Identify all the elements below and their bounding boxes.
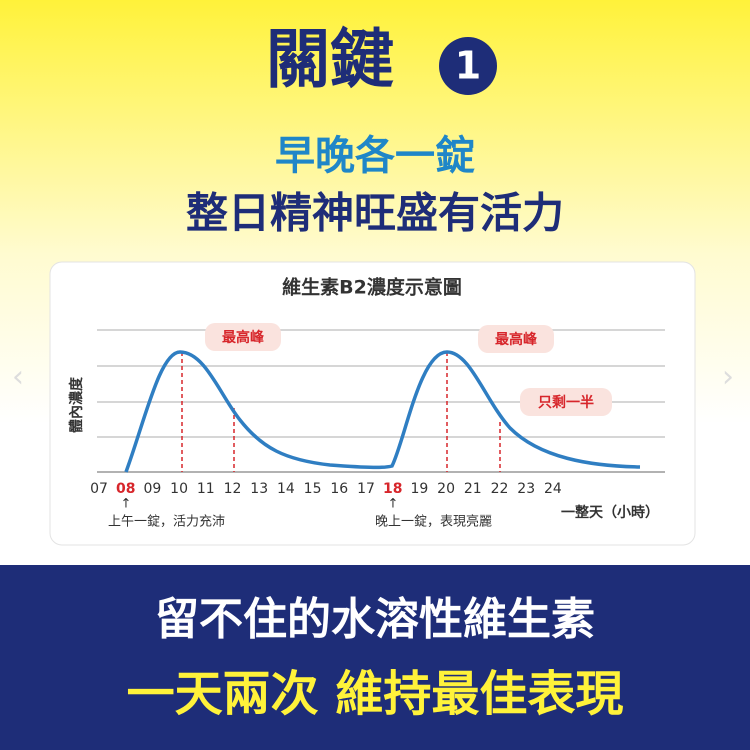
subtitle: 早晚各一錠 [275, 133, 475, 179]
arrow: ↑ [121, 497, 132, 512]
x-label: 16 [330, 481, 348, 497]
x-label: 22 [491, 481, 509, 497]
badge: 1 [455, 44, 481, 88]
callout-box [205, 323, 281, 351]
x-label: 12 [224, 481, 242, 497]
tagline: 整日精神旺盛有活力 [186, 189, 564, 238]
badge-circle [439, 37, 497, 95]
next-arrow[interactable]: › [722, 360, 734, 395]
x-label: 09 [143, 481, 161, 497]
callout: 最高峰 [495, 331, 538, 348]
note: 晚上一錠，表現亮麗 [375, 514, 492, 530]
x-label: 08 [116, 481, 135, 497]
x-label: 15 [304, 481, 322, 497]
callout-box [478, 325, 554, 353]
callout: 最高峰 [222, 329, 265, 346]
footer-band [0, 565, 750, 750]
x-unit: 一整天（小時） [561, 504, 659, 521]
y-label: 體內濃度 [68, 376, 85, 433]
x-label: 21 [464, 481, 482, 497]
footer-line: 一天兩次 維持最佳表現 [127, 666, 624, 722]
x-label: 07 [90, 481, 108, 497]
x-label: 23 [517, 481, 535, 497]
x-label: 20 [437, 481, 455, 497]
x-label: 18 [383, 481, 402, 497]
callout-box [520, 388, 612, 416]
x-label: 13 [250, 481, 268, 497]
x-label: 17 [357, 481, 375, 497]
chart-title: 維生素B2濃度示意圖 [282, 276, 462, 299]
x-label: 10 [170, 481, 188, 497]
x-label: 19 [410, 481, 428, 497]
x-label: 14 [277, 481, 295, 497]
x-label: 24 [544, 481, 562, 497]
x-labels: 07 08 09 10 11 12 13 14 15 16 17 18 19 20 21 22 23 24 [90, 481, 562, 497]
title: 關鍵 [266, 24, 394, 98]
concentration-curve [124, 350, 641, 473]
footer-line: 留不住的水溶性維生素 [155, 594, 595, 645]
arrow: ↑ [388, 497, 399, 512]
note: 上午一錠，活力充沛 [108, 514, 225, 530]
prev-arrow[interactable]: ‹ [12, 360, 24, 395]
x-label: 11 [197, 481, 215, 497]
grid [97, 329, 665, 473]
callout: 只剩一半 [538, 394, 594, 411]
